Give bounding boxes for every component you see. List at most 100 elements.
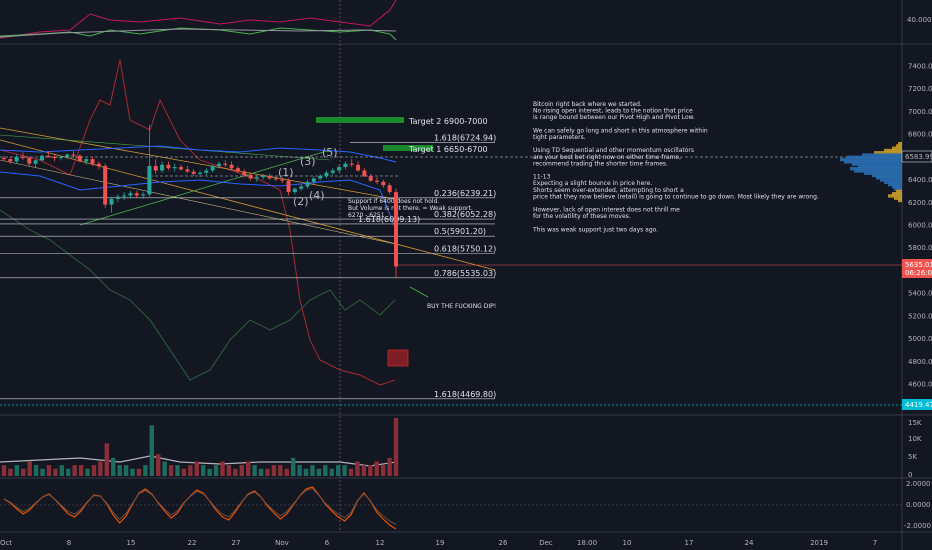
volume-profile-bar bbox=[862, 153, 902, 157]
volume-bar bbox=[104, 443, 110, 476]
volume-bar bbox=[46, 465, 52, 476]
candle-body bbox=[330, 170, 335, 173]
volume-bar bbox=[252, 465, 257, 476]
time-tick: 27 bbox=[232, 539, 241, 547]
fib-level-label: 0.618(5750.12) bbox=[434, 244, 496, 253]
candle-body bbox=[90, 159, 95, 164]
fib-level-label: 0.5(5901.20) bbox=[434, 227, 486, 236]
candle-body bbox=[198, 172, 202, 174]
price-tags: 6583.99 5635.01 06:26:07 4419.47 bbox=[901, 150, 932, 410]
price-tick: 7400.00 bbox=[908, 63, 932, 71]
volume-bar bbox=[239, 465, 244, 476]
candle-body bbox=[115, 196, 120, 199]
candle-body bbox=[299, 186, 304, 189]
price-tick: 6000.00 bbox=[908, 222, 932, 230]
support-note-line-3: 6270 - 6251 bbox=[348, 212, 385, 219]
price-tick: 5200.00 bbox=[908, 312, 932, 320]
wave-labels: (1) (2) (3) (4) (5) bbox=[278, 146, 338, 208]
candle-body bbox=[2, 157, 6, 160]
volume-bar bbox=[156, 454, 161, 476]
volume-bar bbox=[303, 468, 309, 476]
volume-bar bbox=[8, 468, 13, 476]
candle-body bbox=[305, 181, 310, 187]
volume-bar bbox=[168, 465, 174, 476]
candle-body bbox=[273, 178, 278, 180]
volume-bar bbox=[91, 465, 97, 476]
commentary-line: Using TD Sequential and other momentum o… bbox=[533, 147, 694, 154]
volume-bar bbox=[1, 465, 7, 476]
volume-tick: 10K bbox=[908, 435, 922, 443]
price-pane-drawings bbox=[0, 59, 902, 406]
commentary-block: Bitcoin right back where we started.No r… bbox=[532, 101, 819, 233]
candle-body bbox=[235, 168, 240, 172]
wave-label-4: (4) bbox=[309, 189, 325, 202]
time-tick: 26 bbox=[499, 539, 508, 547]
dip-label: BUY THE FUCKING DIP! bbox=[427, 303, 496, 310]
volume-bar bbox=[323, 465, 328, 476]
candle-body bbox=[242, 171, 247, 176]
candle-body bbox=[381, 181, 386, 186]
candle-body bbox=[33, 160, 38, 164]
top-indicator-tick: 40.0000 bbox=[907, 16, 932, 24]
candle-body bbox=[179, 167, 184, 170]
time-tick: 19 bbox=[436, 539, 445, 547]
fib-levels: 1.618(6724.94) 0.236(6239.21) 0.382(6052.2… bbox=[0, 134, 496, 400]
candle-body bbox=[141, 194, 146, 196]
countdown-text: 06:26:07 bbox=[905, 269, 932, 277]
oscillator-signal-line bbox=[3, 488, 397, 525]
candle-body bbox=[261, 176, 266, 178]
time-tick: 17 bbox=[685, 539, 694, 547]
candle-body bbox=[71, 154, 76, 156]
time-tick: 2019 bbox=[810, 539, 828, 547]
price-tick: 5800.00 bbox=[908, 244, 932, 252]
candle-body bbox=[14, 156, 19, 162]
candles bbox=[2, 125, 398, 278]
candle-body bbox=[122, 195, 127, 197]
candle-body bbox=[65, 154, 70, 157]
commentary-line: However, lack of open interest does not … bbox=[533, 207, 680, 214]
bollinger-lower bbox=[0, 171, 397, 231]
volume-profile-bar bbox=[874, 151, 902, 155]
volume-bar bbox=[201, 465, 206, 476]
time-tick: 18:00 bbox=[577, 539, 597, 547]
last-price-text: 5635.01 bbox=[905, 261, 932, 269]
volume-ma-line bbox=[0, 455, 397, 467]
volume-profile-bar bbox=[880, 178, 902, 182]
volume-profile-bar bbox=[898, 142, 902, 146]
candle-body bbox=[109, 198, 114, 205]
volume-bars bbox=[0, 418, 399, 476]
volume-bar bbox=[310, 465, 315, 476]
commentary-line: is range bound between our Pivot High an… bbox=[533, 114, 695, 121]
volume-bar bbox=[380, 465, 386, 476]
targets: Target 2 6900-7000 Target 1 6650-6700 bbox=[408, 117, 488, 154]
time-tick: 24 bbox=[745, 539, 754, 547]
price-axis: 7400.007200.007000.006800.006600.006400.… bbox=[908, 63, 932, 389]
last-price-tag bbox=[902, 259, 932, 278]
volume-profile-bar bbox=[884, 180, 902, 185]
commentary-line: This was weak support just two days ago. bbox=[532, 226, 658, 233]
candle-body bbox=[160, 164, 165, 171]
volume-profile-bar bbox=[847, 155, 902, 160]
volume-bar bbox=[245, 461, 251, 476]
commentary-line: price that they now believe (retail) is … bbox=[533, 193, 819, 200]
volume-profile-bar bbox=[876, 176, 902, 180]
candle-body bbox=[204, 170, 209, 173]
price-tick: 7200.00 bbox=[908, 85, 932, 93]
volume-bar bbox=[66, 468, 71, 476]
trend-line-4 bbox=[79, 149, 331, 226]
volume-bar bbox=[111, 457, 116, 476]
volume-bar bbox=[297, 465, 302, 476]
dip-box bbox=[387, 349, 409, 367]
candle-body bbox=[147, 165, 152, 195]
candle-body bbox=[311, 178, 316, 182]
volume-tick: 5K bbox=[908, 453, 917, 461]
fib-level-label: 0.236(6239.21) bbox=[434, 189, 496, 198]
volume-profile-bar bbox=[850, 166, 902, 171]
trend-line-5 bbox=[0, 134, 331, 161]
trend-line-3 bbox=[0, 159, 401, 246]
volume-bar bbox=[258, 468, 264, 476]
volume-bar bbox=[162, 461, 167, 476]
volume-bar bbox=[361, 465, 367, 476]
volume-bar bbox=[175, 465, 180, 476]
commentary-line: 11-13 bbox=[533, 174, 551, 181]
